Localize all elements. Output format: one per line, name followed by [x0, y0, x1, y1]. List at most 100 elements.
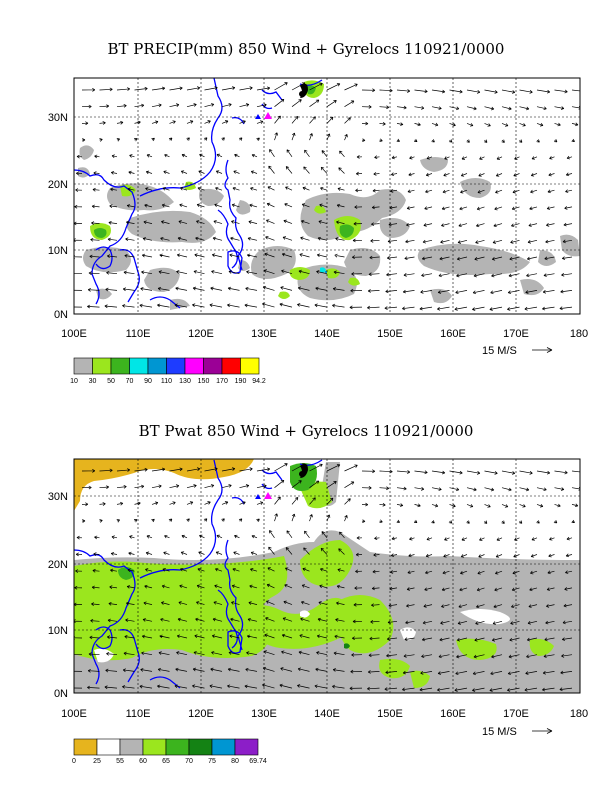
- wind-vector: [210, 286, 223, 291]
- colorbar-label: 70: [185, 758, 193, 765]
- wind-vector: [385, 670, 398, 675]
- wind-vector: [565, 570, 573, 574]
- wind-vector: [158, 270, 170, 275]
- wind-vector: [529, 587, 538, 592]
- wind-vector: [214, 203, 223, 208]
- wind-vector: [413, 519, 418, 524]
- wind-vector: [125, 618, 135, 622]
- wind-vector: [425, 189, 433, 194]
- wind-vector: [192, 303, 205, 308]
- wind-vector: [529, 206, 538, 211]
- wind-vector: [110, 170, 118, 175]
- wind-vector: [129, 154, 135, 158]
- wind-vector: [212, 236, 223, 241]
- wind-vector: [108, 220, 118, 225]
- wind-vector: [169, 120, 176, 124]
- wind-vector: [484, 470, 498, 475]
- wind-vector: [94, 154, 100, 159]
- wind-vector: [527, 620, 538, 625]
- wind-vector: [256, 86, 271, 91]
- wind-vector: [536, 89, 551, 94]
- wind-vector: [169, 86, 183, 91]
- wind-vector: [144, 584, 153, 589]
- wind-vector: [461, 156, 468, 160]
- wind-vector: [449, 470, 463, 475]
- wind-vector: [256, 467, 271, 472]
- wind-vector: [441, 206, 450, 211]
- wind-vector: [391, 155, 398, 160]
- precip-reference-vector: 15 M/S: [482, 345, 553, 357]
- wind-vector: [566, 536, 573, 541]
- pwat-reference-vector: 15 M/S: [482, 726, 553, 738]
- wind-vector: [204, 501, 211, 505]
- wind-vector: [449, 122, 456, 127]
- wind-vector: [501, 139, 505, 143]
- colorbar-label: 30: [89, 378, 97, 385]
- wind-vector: [178, 220, 188, 224]
- wind-vector: [437, 306, 450, 311]
- wind-vector: [74, 670, 83, 672]
- wind-vector: [81, 121, 89, 126]
- wind-vector: [524, 687, 538, 692]
- wind-vector: [565, 172, 573, 177]
- wind-vector: [344, 117, 351, 124]
- wind-vector: [160, 236, 170, 241]
- wind-vector: [518, 520, 523, 524]
- wind-vector: [527, 239, 538, 244]
- wind-vector: [338, 548, 345, 555]
- wind-vector: [414, 470, 428, 475]
- wind-vector: [420, 671, 433, 675]
- wind-vector: [248, 601, 258, 605]
- wind-vector: [510, 239, 520, 244]
- wind-vector: [474, 256, 485, 261]
- wind-vector: [309, 480, 320, 488]
- wind-vector: [318, 601, 328, 605]
- wind-vector: [560, 670, 573, 675]
- wind-vector: [210, 667, 223, 672]
- colorbar-label: 69.74: [249, 758, 267, 765]
- wind-vector: [454, 687, 468, 692]
- wind-vector: [336, 203, 345, 208]
- wind-vector: [107, 237, 118, 242]
- wind-vector: [198, 170, 205, 174]
- x-tick-label: 180: [570, 328, 588, 340]
- wind-vector: [484, 487, 495, 492]
- wind-vector: [336, 584, 345, 589]
- wind-vector: [247, 236, 258, 241]
- wind-vector: [333, 651, 345, 656]
- wind-vector: [87, 685, 100, 690]
- wind-vector: [99, 121, 106, 125]
- wind-vector: [536, 122, 544, 127]
- wind-vector: [297, 303, 310, 308]
- wind-vector: [122, 668, 135, 673]
- wind-vector: [507, 306, 520, 311]
- wind-vector: [420, 290, 433, 294]
- wind-vector: [309, 99, 320, 107]
- wind-vector: [94, 535, 100, 540]
- wind-vector: [379, 138, 383, 143]
- wind-vector: [139, 303, 153, 308]
- wind-vector: [425, 570, 433, 575]
- wind-vector: [389, 586, 398, 591]
- wind-vector: [501, 123, 509, 127]
- colorbar-label: 0: [72, 758, 76, 765]
- wind-vector: [565, 189, 573, 193]
- wind-vector: [93, 171, 100, 175]
- wind-vector: [494, 587, 503, 592]
- wind-vector: [440, 620, 450, 625]
- wind-vector: [491, 654, 503, 659]
- wind-vector: [548, 172, 555, 177]
- wind-vector: [266, 600, 275, 605]
- wind-vector: [554, 487, 565, 491]
- wind-vector: [496, 537, 503, 541]
- wind-vector: [361, 88, 376, 93]
- wind-vector: [176, 651, 188, 656]
- wind-vector: [405, 239, 415, 244]
- wind-vector: [291, 115, 299, 124]
- wind-vector: [239, 120, 246, 124]
- wind-vector: [396, 486, 407, 491]
- gyre-location-icon: [255, 114, 261, 119]
- wind-vector: [361, 138, 366, 143]
- wind-vector: [457, 620, 468, 625]
- y-tick-label: 10N: [48, 245, 68, 257]
